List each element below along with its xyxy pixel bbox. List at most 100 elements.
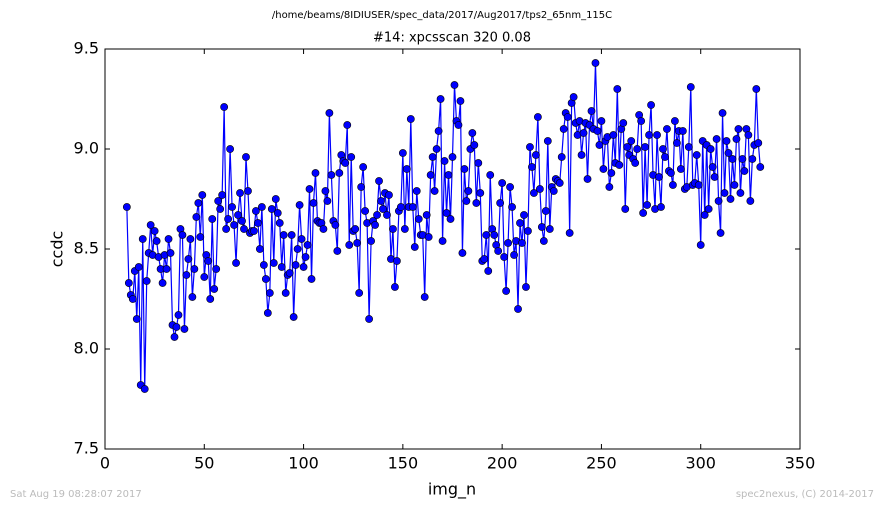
data-point <box>472 199 481 207</box>
data-point <box>188 293 197 301</box>
data-point <box>740 167 749 175</box>
x-tick-label: 50 <box>194 454 214 473</box>
data-point <box>122 203 131 211</box>
data-point <box>502 287 511 295</box>
data-point <box>708 163 717 171</box>
data-point <box>238 217 246 225</box>
data-point <box>180 325 189 333</box>
data-point <box>253 219 262 227</box>
x-axis-label: img_n <box>428 480 476 500</box>
data-point <box>297 235 306 243</box>
data-point <box>424 233 433 241</box>
x-tick-label: 250 <box>586 454 617 473</box>
data-point <box>210 285 219 293</box>
y-tick-label: 8.5 <box>74 239 99 258</box>
data-point <box>412 187 421 195</box>
data-point <box>204 257 213 265</box>
data-point <box>678 127 687 135</box>
data-point <box>138 235 147 243</box>
data-point <box>482 231 491 239</box>
data-point <box>345 241 354 249</box>
chart-title: #14: xpcsscan 320 0.08 <box>373 31 531 46</box>
data-point <box>470 141 479 149</box>
data-point <box>301 253 310 261</box>
data-point <box>460 165 469 173</box>
data-point <box>406 115 415 123</box>
data-point <box>661 153 669 161</box>
data-point <box>422 211 431 219</box>
footer-right: spec2nexus, (C) 2014-2017 <box>736 489 874 500</box>
data-point <box>730 181 739 189</box>
data-point <box>365 315 373 323</box>
data-point <box>128 295 137 303</box>
data-point <box>736 189 745 197</box>
data-point <box>510 251 518 259</box>
data-point <box>637 117 646 125</box>
data-point <box>166 249 175 257</box>
data-point <box>408 203 417 211</box>
data-point <box>430 187 439 195</box>
data-point <box>351 225 360 233</box>
data-point <box>186 235 195 243</box>
data-point <box>613 85 622 93</box>
data-point <box>633 145 642 153</box>
data-point <box>287 231 296 239</box>
data-point <box>549 187 558 195</box>
data-point <box>579 129 588 137</box>
data-point <box>236 189 244 197</box>
data-point <box>484 267 493 275</box>
data-point <box>285 269 294 277</box>
data-point <box>158 279 167 287</box>
data-point <box>722 137 731 145</box>
data-point <box>198 191 207 199</box>
data-point <box>232 259 240 267</box>
data-point <box>754 139 763 147</box>
data-point <box>541 207 550 215</box>
data-point <box>498 179 507 187</box>
plot-frame <box>104 48 801 450</box>
data-point <box>577 151 586 159</box>
data-point <box>657 203 665 211</box>
data-point <box>240 225 248 233</box>
data-point <box>543 137 552 145</box>
data-point <box>359 163 368 171</box>
data-point <box>563 113 572 121</box>
data-point <box>261 275 270 283</box>
data-point <box>456 97 465 105</box>
data-point <box>212 265 221 273</box>
data-point <box>518 239 526 247</box>
data-point <box>587 107 596 115</box>
data-point <box>410 243 419 251</box>
data-point <box>569 93 578 101</box>
data-point <box>353 239 362 247</box>
data-point <box>605 183 614 191</box>
data-point <box>458 249 467 257</box>
data-point <box>432 145 441 153</box>
data-point <box>535 185 544 193</box>
data-point <box>494 247 503 255</box>
data-point <box>242 153 250 161</box>
data-point <box>474 159 483 167</box>
data-point <box>504 239 512 247</box>
data-point <box>496 199 505 207</box>
data-point <box>653 131 661 139</box>
data-point <box>599 165 608 173</box>
data-point <box>385 191 393 199</box>
data-point <box>263 309 272 317</box>
data-point <box>206 295 215 303</box>
data-point <box>391 283 399 291</box>
data-point <box>748 155 757 163</box>
data-point <box>631 159 640 167</box>
data-point <box>333 247 342 255</box>
data-point <box>508 203 516 211</box>
data-point <box>252 207 260 215</box>
data-point <box>228 203 236 211</box>
data-point <box>309 199 318 207</box>
data-point <box>375 177 383 185</box>
data-point <box>325 109 334 117</box>
data-point <box>692 151 701 159</box>
data-point <box>134 263 143 271</box>
data-point <box>178 231 187 239</box>
data-point <box>293 245 302 253</box>
data-point <box>752 85 761 93</box>
